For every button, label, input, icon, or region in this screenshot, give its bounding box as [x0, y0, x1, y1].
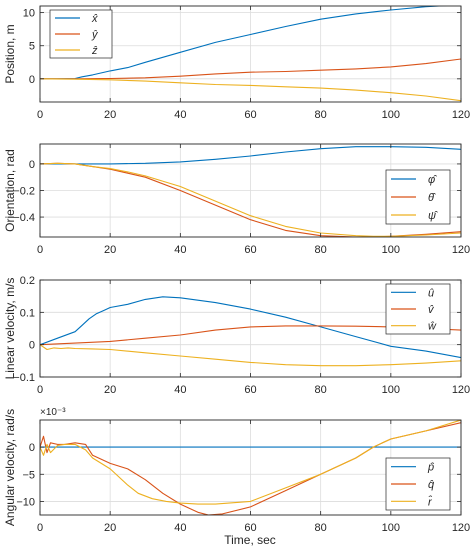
y-tick-label: 5 — [29, 41, 35, 53]
y-tick-label: −0.4 — [13, 212, 35, 224]
y-tick-label: −10 — [16, 496, 35, 508]
x-tick-label: 120 — [452, 109, 470, 121]
legend: φ̂ θ̂ ψ̂ — [385, 169, 451, 225]
x-tick-label: 0 — [37, 109, 43, 121]
x-tick-label: 20 — [104, 109, 116, 121]
y-tick-label: 0 — [29, 74, 35, 86]
legend: û v̂ ŵ — [385, 283, 451, 335]
legend-label-1: φ̂ — [428, 174, 437, 186]
y-tick-label: 0.1 — [20, 307, 35, 319]
y-tick-label: −0.2 — [13, 186, 35, 198]
y-axis-label: Angular velocity, rad/s — [3, 409, 17, 526]
y-axis-label: Position, m — [3, 24, 17, 83]
y-axis-label: Linear velocity, m/s — [3, 278, 17, 380]
x-tick-label: 100 — [382, 384, 400, 396]
x-tick-label: 60 — [244, 244, 256, 256]
x-tick-label: 120 — [452, 384, 470, 396]
x-tick-label: 80 — [315, 244, 327, 256]
x-tick-label: 120 — [452, 244, 470, 256]
series-line-2 — [40, 58, 461, 80]
legend: p̂ q̂ r̂ — [385, 457, 451, 511]
x-tick-label: 60 — [244, 109, 256, 121]
subplots: 0 20 40 60 80 100 120 10 5 0 Position, m x̂ ŷẑ 0 20 40 6… — [3, 5, 470, 534]
series-line-3 — [40, 162, 461, 237]
x-tick-label: 80 — [315, 109, 327, 121]
legend-label-3: ŵ — [428, 321, 437, 333]
legend-label-3: ψ̂ — [428, 210, 438, 222]
x-tick-label: 100 — [382, 244, 400, 256]
x-tick-label: 20 — [104, 244, 116, 256]
x-tick-label: 60 — [244, 384, 256, 396]
series-line-3 — [40, 420, 461, 505]
x-tick-label: 40 — [174, 384, 186, 396]
y-tick-label: −0.1 — [13, 372, 35, 384]
x-tick-label: 40 — [174, 244, 186, 256]
y-tick-label: 0 — [29, 442, 35, 454]
x-tick-label: 60 — [244, 522, 256, 534]
y-tick-label: 0 — [29, 159, 35, 171]
y-tick-label: −5 — [22, 469, 35, 481]
x-tick-label: 20 — [104, 384, 116, 396]
series-line-1 — [40, 6, 448, 80]
legend-label-1: û — [428, 287, 434, 299]
x-tick-label: 40 — [174, 522, 186, 534]
y-axis-label: Orientation, rad — [3, 149, 17, 232]
y-tick-label: 10 — [23, 8, 35, 20]
x-tick-label: 100 — [382, 109, 400, 121]
legend-label-2: q̂ — [428, 479, 435, 491]
x-tick-label: 100 — [382, 522, 400, 534]
legend-label-3: r̂ — [428, 494, 433, 508]
x-tick-label: 0 — [37, 244, 43, 256]
x-tick-label: 0 — [37, 384, 43, 396]
x-tick-label: 120 — [452, 522, 470, 534]
x-tick-label: 20 — [104, 522, 116, 534]
legend-label-3: ẑ — [91, 45, 98, 57]
x-tick-label: 80 — [315, 522, 327, 534]
legend-label-1: p̂ — [427, 462, 434, 474]
legend-label-1: x̂ — [91, 13, 98, 25]
y-tick-label: 0 — [29, 340, 35, 352]
series-line-3 — [40, 344, 461, 367]
y-tick-label: 0.2 — [20, 275, 35, 287]
x-axis-label: Time, sec — [224, 533, 276, 547]
legend-label-2: v̂ — [428, 304, 435, 316]
subplot-1: 0 20 40 60 80 100 120 10 5 0 Position, m x̂ ŷẑ — [3, 5, 470, 121]
series-line-1 — [40, 296, 461, 359]
series-line-3 — [40, 78, 461, 102]
x-tick-label: 40 — [174, 109, 186, 121]
x-tick-label: 80 — [315, 384, 327, 396]
legend: x̂ ŷẑ — [49, 9, 113, 59]
legend-label-2: ŷ — [91, 29, 99, 41]
y-exponent-label: ×10⁻³ — [40, 407, 66, 418]
legend-label-2: θ̂ — [428, 192, 436, 204]
x-tick-label: 0 — [37, 522, 43, 534]
